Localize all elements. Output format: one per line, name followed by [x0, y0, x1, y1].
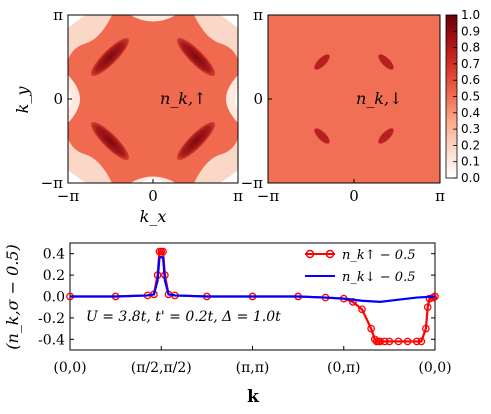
- heatmap-up-pocket: [176, 37, 216, 77]
- colorbar-tick-label: 0.9: [461, 24, 480, 38]
- line-plot-annotation: U = 3.8t, t' = 0.2t, Δ = 1.0t: [86, 309, 281, 325]
- series-line-1: [70, 255, 436, 303]
- heatmap-xtick-label: −π: [57, 187, 80, 205]
- heatmap-xtick-label: −π: [257, 187, 280, 205]
- heatmap-xtick-label: 0: [148, 187, 158, 205]
- line-plot-series: [66, 247, 439, 346]
- colorbar-tick-label: 1.0: [461, 8, 480, 22]
- heatmap-ytick-label: π: [253, 6, 263, 24]
- colorbar-tick-label: 0.3: [461, 122, 480, 136]
- series-point-0: [367, 324, 375, 333]
- series-point-0: [423, 303, 432, 312]
- heatmap-down-pocket: [378, 128, 394, 144]
- colorbar-tick-label: 0.2: [461, 138, 480, 152]
- series-point-0: [385, 337, 394, 346]
- heatmap-ytick-label: π: [53, 6, 63, 24]
- colorbar-tick-label: 0.0: [461, 171, 480, 185]
- heatmap-xtick-label: 0: [349, 187, 359, 205]
- heatmap-ytick-label: −π: [41, 174, 64, 192]
- heatmap-xlabel: k_x: [140, 207, 167, 226]
- heatmap-ylabel: k_y: [13, 86, 32, 114]
- series-point-0: [358, 305, 366, 314]
- heatmap-xtick-label: π: [435, 187, 445, 205]
- line-ytick-label: -0.4: [38, 332, 65, 348]
- series-point-0: [394, 337, 403, 346]
- colorbar-tick-label: 0.5: [461, 90, 480, 104]
- heatmap-up-pocket: [90, 121, 130, 161]
- colorbar-tick-label: 0.7: [461, 57, 480, 71]
- colorbar: 0.0 0.1 0.2 0.3 0.4 0.5 0.6 0.7 0.8 0.9 1.0: [445, 8, 480, 185]
- heatmap-up-panel: n_k,↑: [67, 14, 239, 184]
- heatmap-ticks: −π 0 ππ0−π−π 0 ππ0−π: [41, 6, 446, 205]
- line-ytick-label: 0.0: [43, 290, 65, 306]
- colorbar-tick-label: 0.4: [461, 106, 480, 120]
- line-xtick-label: (π/2,π/2): [131, 360, 192, 376]
- heatmap-up-background: [68, 15, 238, 183]
- line-xtick-label: (π,π): [236, 360, 270, 376]
- heatmap-down-pocket: [378, 54, 394, 70]
- legend-up-marker: [305, 249, 315, 259]
- heatmap-down-background: [268, 15, 440, 183]
- heatmap-xtick-label: π: [233, 187, 243, 205]
- line-plot-ticks: 0.4 0.2 0.0 -0.2 -0.4 (0,0) (π/2,π/2) (π,π) (0,π…: [38, 247, 452, 376]
- line-ytick-label: 0.4: [43, 247, 65, 263]
- line-ytick-label: -0.2: [38, 311, 65, 327]
- line-xtick-label: (0,0): [418, 360, 451, 376]
- heatmap-up-label: n_k,↑: [160, 89, 207, 108]
- series-point-0: [412, 337, 421, 346]
- colorbar-tick-label: 0.1: [461, 155, 480, 169]
- colorbar-ticks: 0.0 0.1 0.2 0.3 0.4 0.5 0.6 0.7 0.8 0.9 1.0: [453, 8, 480, 185]
- line-plot-ylabel: (n_k,σ − 0.5): [3, 244, 22, 350]
- heatmap-up-pocket: [90, 37, 130, 77]
- line-plot: 0.4 0.2 0.0 -0.2 -0.4 (0,0) (π/2,π/2) (π,π) (0,π…: [3, 242, 452, 407]
- line-plot-xlabel: k: [247, 387, 260, 407]
- heatmap-down-pocket: [314, 128, 330, 144]
- series-point-0: [417, 337, 426, 346]
- series-point-0: [159, 247, 167, 256]
- heatmap-ytick-label: 0: [253, 90, 263, 108]
- legend-up-marker: [325, 249, 335, 259]
- legend-down-label: n_k↓ − 0.5: [342, 270, 415, 285]
- line-ytick-label: 0.2: [43, 268, 65, 284]
- colorbar-tick-label: 0.6: [461, 73, 480, 87]
- line-xtick-label: (0,π): [327, 360, 360, 376]
- series-point-0: [422, 324, 430, 333]
- heatmap-down-pocket: [314, 54, 330, 70]
- heatmap-down-label: n_k,↓: [356, 89, 403, 108]
- legend-up-label: n_k↑ − 0.5: [342, 248, 415, 263]
- series-point-0: [376, 337, 385, 346]
- heatmap-up-corners: [68, 15, 238, 183]
- heatmap-down-panel: n_k,↓: [267, 14, 441, 184]
- colorbar-tick-label: 0.8: [461, 41, 480, 55]
- legend: n_k↑ − 0.5 n_k↓ − 0.5: [305, 248, 415, 285]
- heatmap-ytick-label: −π: [241, 174, 264, 192]
- line-xtick-label: (0,0): [53, 360, 86, 376]
- series-point-0: [380, 337, 389, 346]
- heatmap-ytick-label: 0: [53, 90, 63, 108]
- series-point-0: [403, 337, 412, 346]
- heatmap-up-pocket: [176, 121, 216, 161]
